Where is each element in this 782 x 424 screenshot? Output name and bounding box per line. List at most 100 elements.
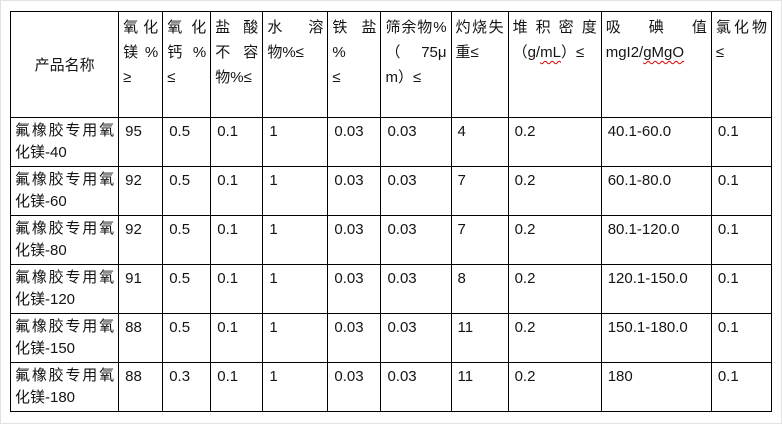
header-line: 钙 %	[167, 44, 207, 61]
value-cell: 0.03	[380, 313, 452, 363]
col-header-cao: 氧 化 钙 % ≤	[162, 11, 212, 118]
header-line: 物%≤	[215, 69, 252, 86]
value-cell: 92	[118, 166, 164, 216]
table-row: 氟橡胶专用氧化镁-180 88 0.3 0.1 1 0.03 0.03 11 0.2 180 0.1	[9, 362, 773, 412]
value-cell: 0.5	[162, 215, 212, 265]
value-cell: 0.3	[162, 362, 212, 412]
value-cell: 40.1-60.0	[600, 117, 712, 167]
header-line: 铁 盐 %	[332, 19, 377, 61]
value-cell: 88	[118, 362, 164, 412]
col-header-product-name: 产品名称	[9, 11, 120, 118]
value-cell: 1	[262, 362, 329, 412]
header-line: mgI2/gMgO	[606, 40, 707, 65]
product-name-cell: 氟橡胶专用氧化镁-60	[9, 166, 120, 216]
col-header-ignition-loss: 灼烧失 重≤	[450, 11, 509, 118]
header-line: 水 溶	[267, 19, 324, 36]
value-cell: 0.1	[210, 264, 264, 314]
value-cell: 0.1	[210, 166, 264, 216]
value-cell: 0.1	[210, 215, 264, 265]
value-cell: 0.2	[507, 313, 602, 363]
table-row: 氟橡胶专用氧化镁-80 92 0.5 0.1 1 0.03 0.03 7 0.2 80.1-120…	[9, 215, 773, 265]
value-cell: 0.1	[710, 117, 773, 167]
header-text: （g/	[512, 44, 541, 61]
header-label: 产品名称	[34, 56, 95, 74]
header-line: 灼烧失	[455, 19, 504, 36]
col-header-bulk-density: 堆 积 密 度 （g/mL）≤	[507, 11, 602, 118]
value-cell: 1	[262, 264, 329, 314]
value-cell: 1	[262, 166, 329, 216]
value-cell: 91	[118, 264, 164, 314]
product-name-cell: 氟橡胶专用氧化镁-40	[9, 117, 120, 167]
value-cell: 0.03	[380, 117, 452, 167]
value-cell: 0.03	[327, 215, 382, 265]
header-line: 不 容	[215, 44, 259, 61]
value-cell: 0.1	[710, 362, 773, 412]
header-line: 筛余物%	[385, 19, 447, 36]
value-cell: 0.2	[507, 166, 602, 216]
product-name-cell: 氟橡胶专用氧化镁-150	[9, 313, 120, 363]
value-cell: 0.03	[380, 215, 452, 265]
header-line: （75μ	[385, 44, 447, 61]
col-header-hcl-insoluble: 盐 酸 不 容 物%≤	[210, 11, 264, 118]
product-name-cell: 氟橡胶专用氧化镁-180	[9, 362, 120, 412]
header-line: （g/mL）≤	[513, 40, 597, 65]
table-row: 氟橡胶专用氧化镁-150 88 0.5 0.1 1 0.03 0.03 11 0.2 150.1-…	[9, 313, 773, 363]
value-cell: 0.2	[507, 215, 602, 265]
value-cell: 88	[118, 313, 164, 363]
value-cell: 0.5	[162, 313, 212, 363]
header-row: 产品名称 氧化 镁 % ≥ 氧 化 钙 % ≤ 盐 酸 不 容 物%≤	[9, 11, 773, 118]
header-line: ≤	[332, 69, 341, 86]
value-cell: 60.1-80.0	[600, 166, 712, 216]
col-header-sieve-residue: 筛余物% （75μ m）≤	[380, 11, 452, 118]
value-cell: 0.1	[210, 313, 264, 363]
col-header-iodine-value: 吸 碘 值 mgI2/gMgO	[600, 11, 712, 118]
header-line: 盐 酸	[215, 19, 259, 36]
col-header-iron-salt: 铁 盐 % ≤	[327, 11, 382, 118]
value-cell: 0.1	[210, 117, 264, 167]
header-line: m）≤	[385, 69, 422, 86]
header-text: ）≤	[560, 44, 585, 61]
value-cell: 7	[450, 215, 509, 265]
col-header-chloride: 氯化物 ≤	[710, 11, 773, 118]
spellcheck-underline-text: gMgO	[643, 44, 685, 61]
header-line: 重≤	[455, 44, 479, 61]
header-line: 氧化	[123, 19, 159, 36]
table-body: 氟橡胶专用氧化镁-40 95 0.5 0.1 1 0.03 0.03 4 0.2 40.1-60.…	[9, 117, 773, 412]
value-cell: 0.03	[380, 166, 452, 216]
value-cell: 0.5	[162, 264, 212, 314]
header-line: 吸 碘 值	[605, 19, 707, 36]
product-spec-table: 产品名称 氧化 镁 % ≥ 氧 化 钙 % ≤ 盐 酸 不 容 物%≤	[9, 11, 773, 412]
value-cell: 0.03	[327, 166, 382, 216]
value-cell: 0.5	[162, 117, 212, 167]
value-cell: 120.1-150.0	[600, 264, 712, 314]
value-cell: 0.5	[162, 166, 212, 216]
value-cell: 0.2	[507, 264, 602, 314]
col-header-water-soluble: 水 溶 物%≤	[262, 11, 329, 118]
value-cell: 1	[262, 313, 329, 363]
value-cell: 0.03	[327, 362, 382, 412]
header-text: mgI2/	[605, 44, 644, 61]
table-row: 氟橡胶专用氧化镁-120 91 0.5 0.1 1 0.03 0.03 8 0.2 120.1-1…	[9, 264, 773, 314]
value-cell: 0.1	[710, 166, 773, 216]
value-cell: 0.1	[710, 215, 773, 265]
value-cell: 95	[118, 117, 164, 167]
value-cell: 11	[450, 313, 509, 363]
table-row: 氟橡胶专用氧化镁-60 92 0.5 0.1 1 0.03 0.03 7 0.2 60.1-80.…	[9, 166, 773, 216]
header-line: 镁 %	[123, 44, 159, 61]
value-cell: 0.03	[327, 117, 382, 167]
value-cell: 0.1	[710, 313, 773, 363]
value-cell: 4	[450, 117, 509, 167]
value-cell: 0.03	[380, 264, 452, 314]
header-line: 氯化物	[715, 19, 767, 36]
value-cell: 0.2	[507, 362, 602, 412]
value-cell: 7	[450, 166, 509, 216]
value-cell: 0.03	[327, 264, 382, 314]
header-line: ≥	[123, 69, 132, 86]
value-cell: 180	[600, 362, 712, 412]
value-cell: 0.2	[507, 117, 602, 167]
header-line: ≤	[715, 44, 725, 61]
value-cell: 11	[450, 362, 509, 412]
product-name-cell: 氟橡胶专用氧化镁-120	[9, 264, 120, 314]
value-cell: 1	[262, 117, 329, 167]
